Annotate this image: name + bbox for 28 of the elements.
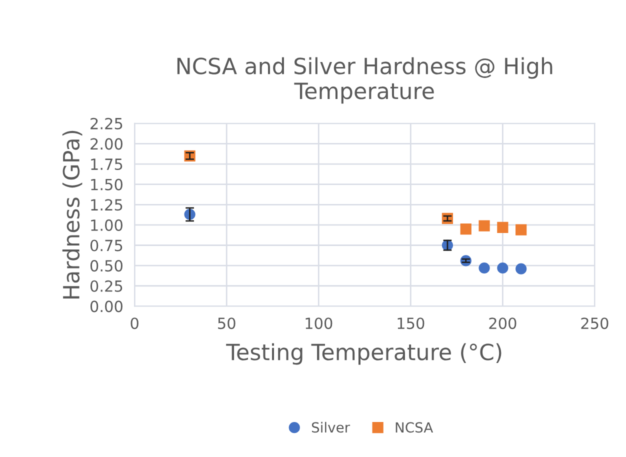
y-tick-label: 2.00 [90,138,122,150]
y-axis-title: Hardness (GPa) [62,130,82,298]
x-tick-label: 0 [130,318,138,330]
point [460,223,472,235]
x-tick-label: 100 [306,318,332,330]
point [516,263,527,274]
y-tick-label: 1.00 [91,219,122,231]
legend-label: Silver [312,422,350,433]
point [478,262,490,274]
point [516,224,527,236]
x-tick-label: 250 [581,318,608,330]
y-tick-label: 0.25 [90,280,122,292]
point [497,222,508,233]
y-tick-label: 0.75 [90,240,122,252]
point [497,262,508,274]
point [478,220,490,232]
y-tick-label: 1.25 [91,199,122,211]
y-tick-label: 2.25 [90,118,122,130]
x-tick-label: 200 [489,318,516,330]
legend-label: NCSA [396,422,434,433]
y-tick-label: 1.50 [91,178,122,190]
chart-title: NCSA and Silver Hardness @ High Temperature [177,57,552,104]
x-tick-label: 150 [398,318,424,330]
y-tick-label: 0.00 [90,300,122,312]
y-tick-label: 1.75 [91,158,122,170]
x-tick-label: 50 [218,318,236,330]
x-axis-title: Testing Temperature (°C) [226,343,502,365]
y-tick-label: 0.50 [90,260,122,272]
